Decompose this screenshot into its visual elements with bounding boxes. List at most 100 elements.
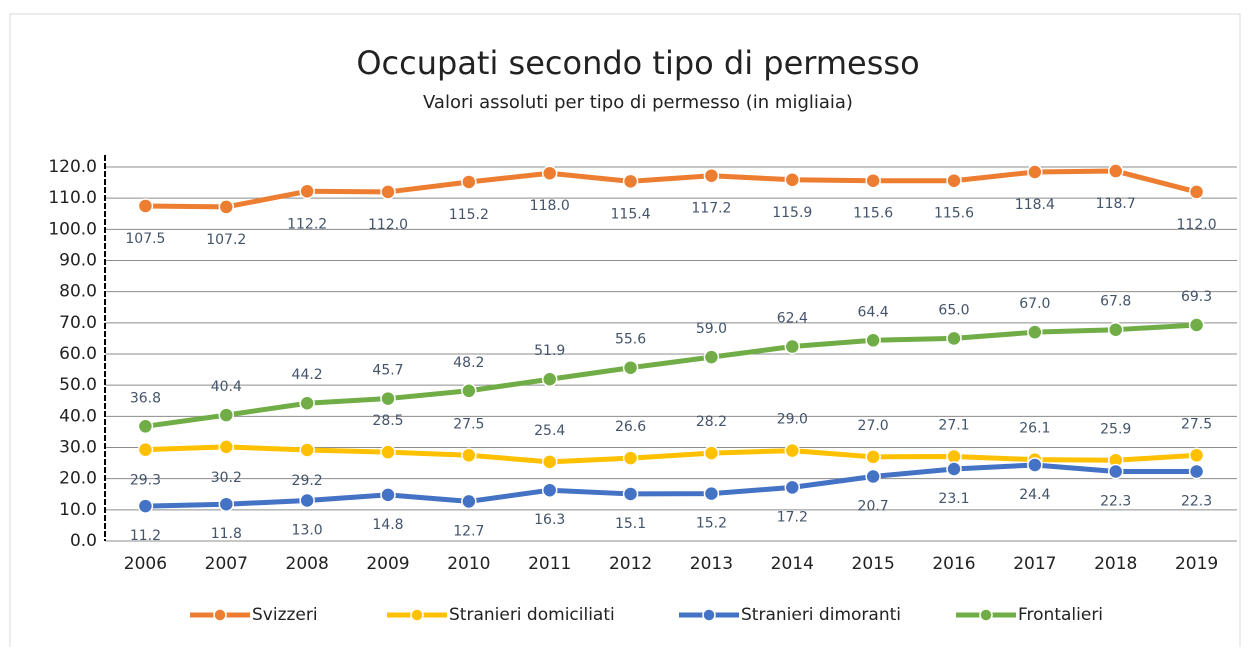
marker: [784, 172, 801, 188]
value-label: 118.0: [530, 198, 570, 214]
value-label: 55.6: [615, 332, 646, 348]
legend-marker: [702, 608, 716, 622]
value-label: 25.4: [534, 423, 565, 439]
value-label: 64.4: [858, 304, 889, 320]
y-tick-label: 80.0: [59, 282, 97, 302]
y-tick-label: 50.0: [59, 375, 97, 395]
x-tick-label: 2013: [690, 554, 733, 574]
marker: [541, 482, 558, 498]
value-label: 28.5: [372, 413, 403, 429]
y-tick-label: 120.0: [48, 157, 97, 177]
value-label: 27.5: [453, 416, 484, 432]
marker: [703, 349, 720, 365]
value-label: 59.0: [696, 321, 727, 337]
x-tick-label: 2016: [932, 554, 975, 574]
value-label: 118.4: [1015, 197, 1055, 213]
y-tick-label: 10.0: [59, 500, 97, 520]
legend-label: Stranieri dimoranti: [741, 605, 901, 625]
value-label: 26.1: [1019, 421, 1050, 437]
value-label: 27.0: [858, 418, 889, 434]
value-label: 112.2: [287, 216, 327, 232]
value-label: 16.3: [534, 512, 565, 528]
value-label: 12.7: [453, 523, 484, 539]
marker: [380, 184, 396, 200]
marker: [784, 442, 801, 459]
value-label: 30.2: [211, 470, 242, 486]
marker: [784, 479, 801, 496]
value-label: 69.3: [1181, 289, 1212, 305]
value-label: 27.1: [938, 418, 969, 434]
x-tick-label: 2009: [366, 554, 409, 574]
marker: [461, 174, 477, 190]
marker: [541, 165, 558, 181]
legend-label: Frontalieri: [1018, 605, 1103, 625]
marker: [1188, 317, 1205, 333]
value-label: 62.4: [777, 311, 808, 327]
value-label: 115.6: [934, 206, 974, 222]
marker: [1107, 163, 1124, 179]
value-label: 27.5: [1181, 416, 1212, 432]
y-tick-label: 20.0: [59, 469, 97, 489]
value-label: 25.9: [1100, 421, 1131, 437]
value-label: 118.7: [1096, 196, 1136, 212]
marker: [218, 407, 235, 423]
value-label: 115.9: [772, 205, 812, 221]
marker: [1107, 463, 1124, 480]
x-tick-label: 2008: [286, 554, 329, 574]
value-label: 11.2: [130, 528, 161, 544]
marker: [137, 198, 154, 214]
marker: [946, 461, 962, 477]
marker: [946, 330, 962, 347]
x-tick-label: 2014: [771, 554, 814, 574]
line: [145, 168, 1198, 210]
marker: [137, 441, 154, 458]
x-tick-label: 2007: [205, 554, 248, 574]
y-tick-label: 110.0: [48, 188, 97, 208]
value-label: 107.2: [206, 232, 246, 248]
marker: [299, 183, 315, 200]
marker: [703, 485, 720, 502]
marker: [1188, 447, 1205, 464]
legend-marker: [979, 608, 993, 622]
marker: [380, 487, 396, 503]
value-label: 51.9: [534, 343, 565, 359]
x-tick-label: 2019: [1175, 554, 1218, 574]
value-label: 15.2: [696, 516, 727, 532]
marker: [865, 172, 881, 189]
value-label: 29.0: [777, 412, 808, 428]
value-label: 36.8: [130, 390, 161, 406]
marker: [622, 450, 639, 466]
marker: [461, 493, 477, 510]
x-tick-label: 2015: [852, 554, 895, 574]
value-label: 11.8: [211, 526, 242, 542]
marker: [622, 359, 639, 376]
marker: [865, 468, 881, 485]
value-label: 112.0: [368, 217, 408, 233]
marker: [541, 371, 558, 387]
legend-label: Svizzeri: [252, 605, 318, 625]
y-tick-label: 90.0: [59, 251, 97, 271]
value-label: 115.6: [853, 206, 893, 222]
legend-marker: [213, 608, 227, 622]
chart-title: Occupati secondo tipo di permesso: [356, 44, 919, 82]
marker: [299, 492, 315, 509]
x-tick-label: 2010: [447, 554, 490, 574]
value-label: 107.5: [125, 231, 165, 247]
value-label: 20.7: [858, 498, 889, 514]
y-tick-label: 40.0: [59, 406, 97, 426]
marker: [784, 338, 801, 355]
y-tick-label: 30.0: [59, 438, 97, 458]
value-label: 65.0: [938, 302, 969, 318]
line: [145, 444, 1197, 465]
marker: [622, 173, 639, 190]
value-label: 24.4: [1019, 487, 1050, 503]
value-label: 44.2: [292, 367, 323, 383]
legend-marker: [410, 608, 424, 622]
value-label: 29.2: [292, 473, 323, 489]
marker: [703, 445, 720, 461]
x-tick-label: 2018: [1094, 554, 1137, 574]
value-label: 67.0: [1019, 296, 1050, 312]
value-label: 14.8: [372, 517, 403, 533]
